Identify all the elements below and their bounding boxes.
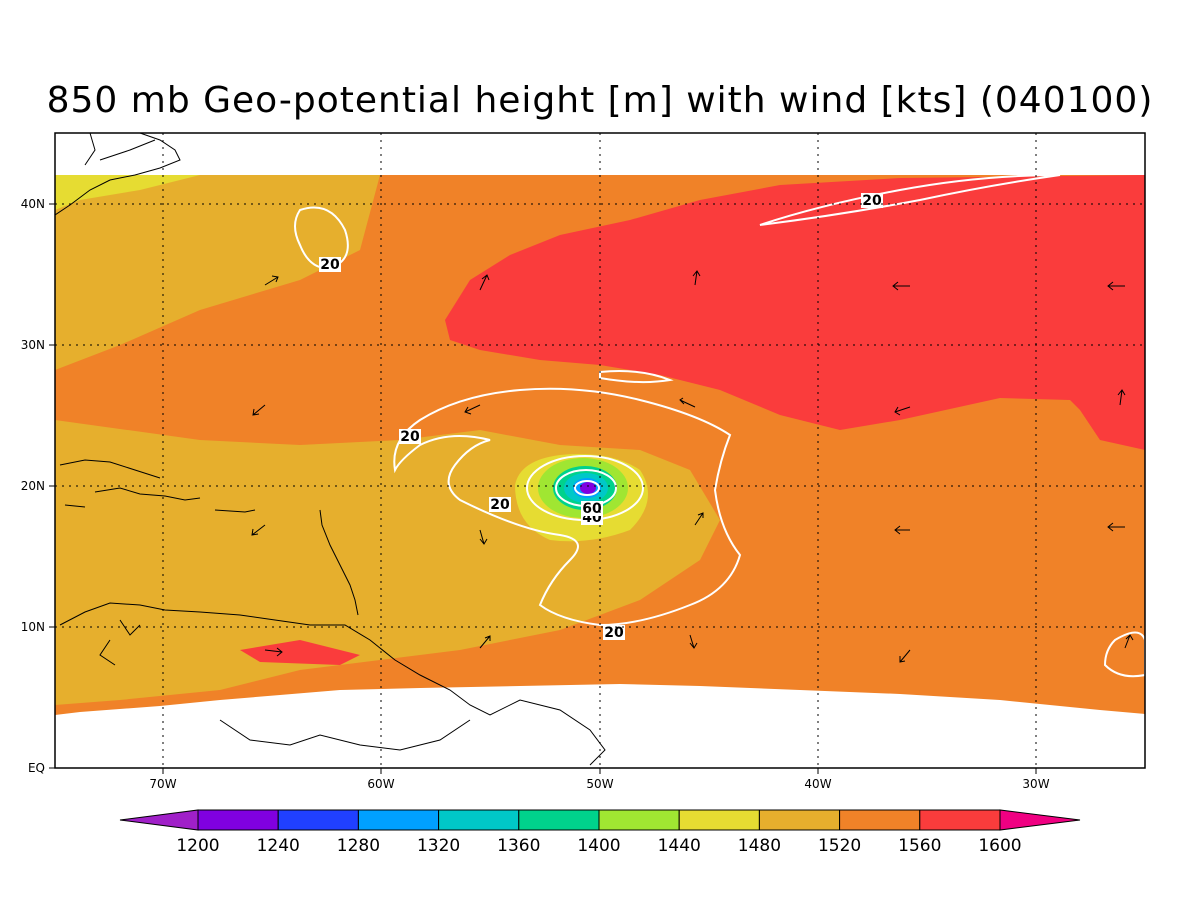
wind-arrow	[1107, 522, 1125, 532]
axis-labels: EQ 10N 20N 30N 40N 70W 60W 50W 40W 30W	[21, 197, 1050, 791]
wind-arrow	[464, 404, 481, 415]
coast-northeast-us	[55, 133, 181, 216]
wind-contour-20-main	[393, 387, 742, 627]
colorbar-box	[197, 809, 279, 831]
wind-arrow	[679, 397, 696, 408]
wind-arrow	[264, 647, 283, 657]
wind-arrow	[894, 406, 911, 416]
coast-south-america	[59, 602, 606, 766]
colorbar-label: 1360	[497, 836, 540, 856]
colorbar-label: 1440	[658, 836, 701, 856]
colorbar-label: 1400	[577, 836, 620, 856]
wind-contour-20-ne	[759, 174, 1061, 226]
wind-arrow	[251, 524, 266, 536]
wind-arrow	[1107, 281, 1125, 291]
lon-tick-label: 60W	[367, 777, 394, 791]
colorbar-label: 1280	[337, 836, 380, 856]
wind-arrow	[479, 635, 491, 649]
nodata-bottom	[55, 684, 1145, 768]
contour-label: 20	[490, 497, 510, 513]
wind-arrow	[692, 270, 701, 286]
lon-tick-label: 50W	[586, 777, 613, 791]
lat-tick-label: 30N	[21, 338, 45, 352]
colorbar-box	[919, 809, 1001, 831]
contour-labels: 20 20 20 20 20 40 60	[319, 193, 883, 641]
lat-tick-label: 10N	[21, 620, 45, 634]
colorbar-box	[277, 809, 359, 831]
contour-label: 20	[604, 625, 624, 641]
colorbar-box	[518, 809, 600, 831]
wind-arrow	[894, 525, 910, 535]
contour-label: 20	[400, 429, 420, 445]
coast-hispaniola	[94, 487, 201, 501]
wind-arrow	[694, 512, 704, 526]
band-1480-west	[55, 175, 380, 370]
lon-tick-label: 30W	[1022, 777, 1049, 791]
lon-tick-label: 40W	[804, 777, 831, 791]
coast-puerto-rico	[64, 504, 256, 513]
colorbar-box	[678, 809, 760, 831]
colorbar: 1200 1240 1280 1320 1360 1400 1440 1480 1520 1560…	[119, 809, 1081, 856]
wind-contour-20-se	[1103, 631, 1145, 678]
wind-arrow	[1117, 389, 1126, 406]
colorbar-arrow-low	[119, 809, 199, 831]
wind-contour-80	[574, 480, 600, 496]
band-1560	[445, 175, 1145, 450]
colorbar-label: 1600	[978, 836, 1021, 856]
coastlines	[55, 133, 606, 766]
lat-tick-label: EQ	[28, 761, 45, 775]
wind-contour-20-small	[599, 370, 674, 384]
wind-arrow	[479, 274, 490, 291]
band-1240	[580, 482, 596, 494]
lat-tick-label: 20N	[21, 479, 45, 493]
wind-arrow	[264, 275, 279, 286]
chart-title: 850 mb Geo-potential height [m] with win…	[46, 80, 1154, 121]
wind-arrow	[479, 529, 488, 545]
height-field	[55, 133, 1145, 768]
colorbar-box	[839, 809, 921, 831]
contour-label: 60	[582, 501, 602, 517]
colorbar-box	[357, 809, 440, 831]
wind-arrow	[1124, 634, 1134, 649]
coast-cuba	[59, 459, 161, 479]
colorbar-label: 1200	[176, 836, 219, 856]
colorbar-label: 1560	[898, 836, 941, 856]
wind-arrow	[689, 634, 698, 649]
wind-arrow	[252, 404, 266, 416]
colorbar-label: 1320	[417, 836, 460, 856]
colorbar-label: 1240	[257, 836, 300, 856]
grid	[55, 133, 1145, 768]
contour-label: 20	[862, 193, 882, 209]
colorbar-box	[438, 809, 520, 831]
colorbar-arrow-high	[999, 809, 1081, 831]
coast-lesser-antilles	[319, 509, 359, 616]
wind-arrow	[899, 649, 911, 663]
colorbar-box	[598, 809, 680, 831]
colorbar-box	[758, 809, 841, 831]
colorbar-label: 1520	[818, 836, 861, 856]
axis-ticks	[49, 203, 1037, 774]
contour-label: 20	[320, 257, 340, 273]
colorbar-label: 1480	[738, 836, 781, 856]
lat-tick-label: 40N	[21, 197, 45, 211]
lon-tick-label: 70W	[149, 777, 176, 791]
wind-arrows	[251, 270, 1134, 663]
band-1440-nw	[55, 175, 200, 210]
wind-arrow	[892, 281, 910, 291]
band-1560-south	[240, 640, 360, 665]
